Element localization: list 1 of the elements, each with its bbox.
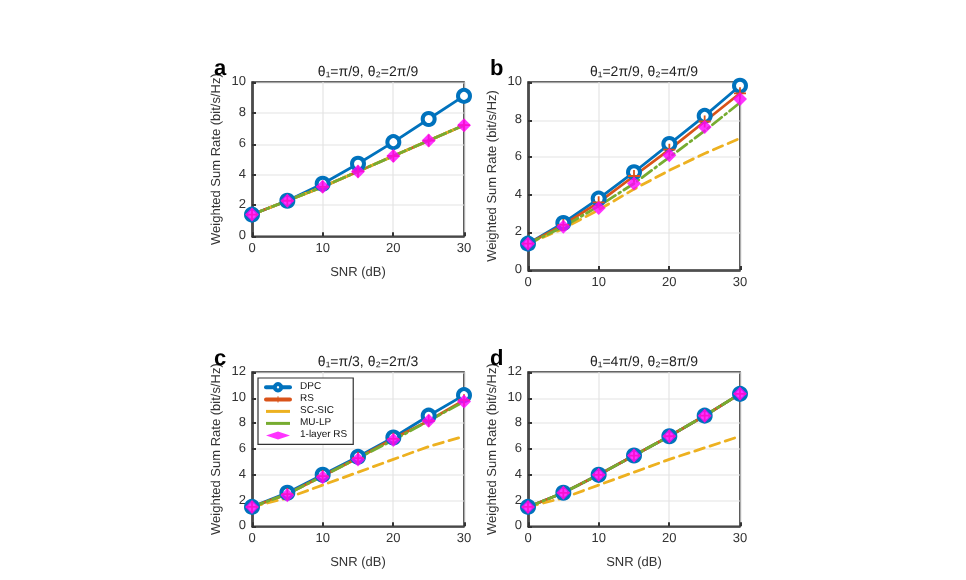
chart-title: b (490, 57, 504, 81)
